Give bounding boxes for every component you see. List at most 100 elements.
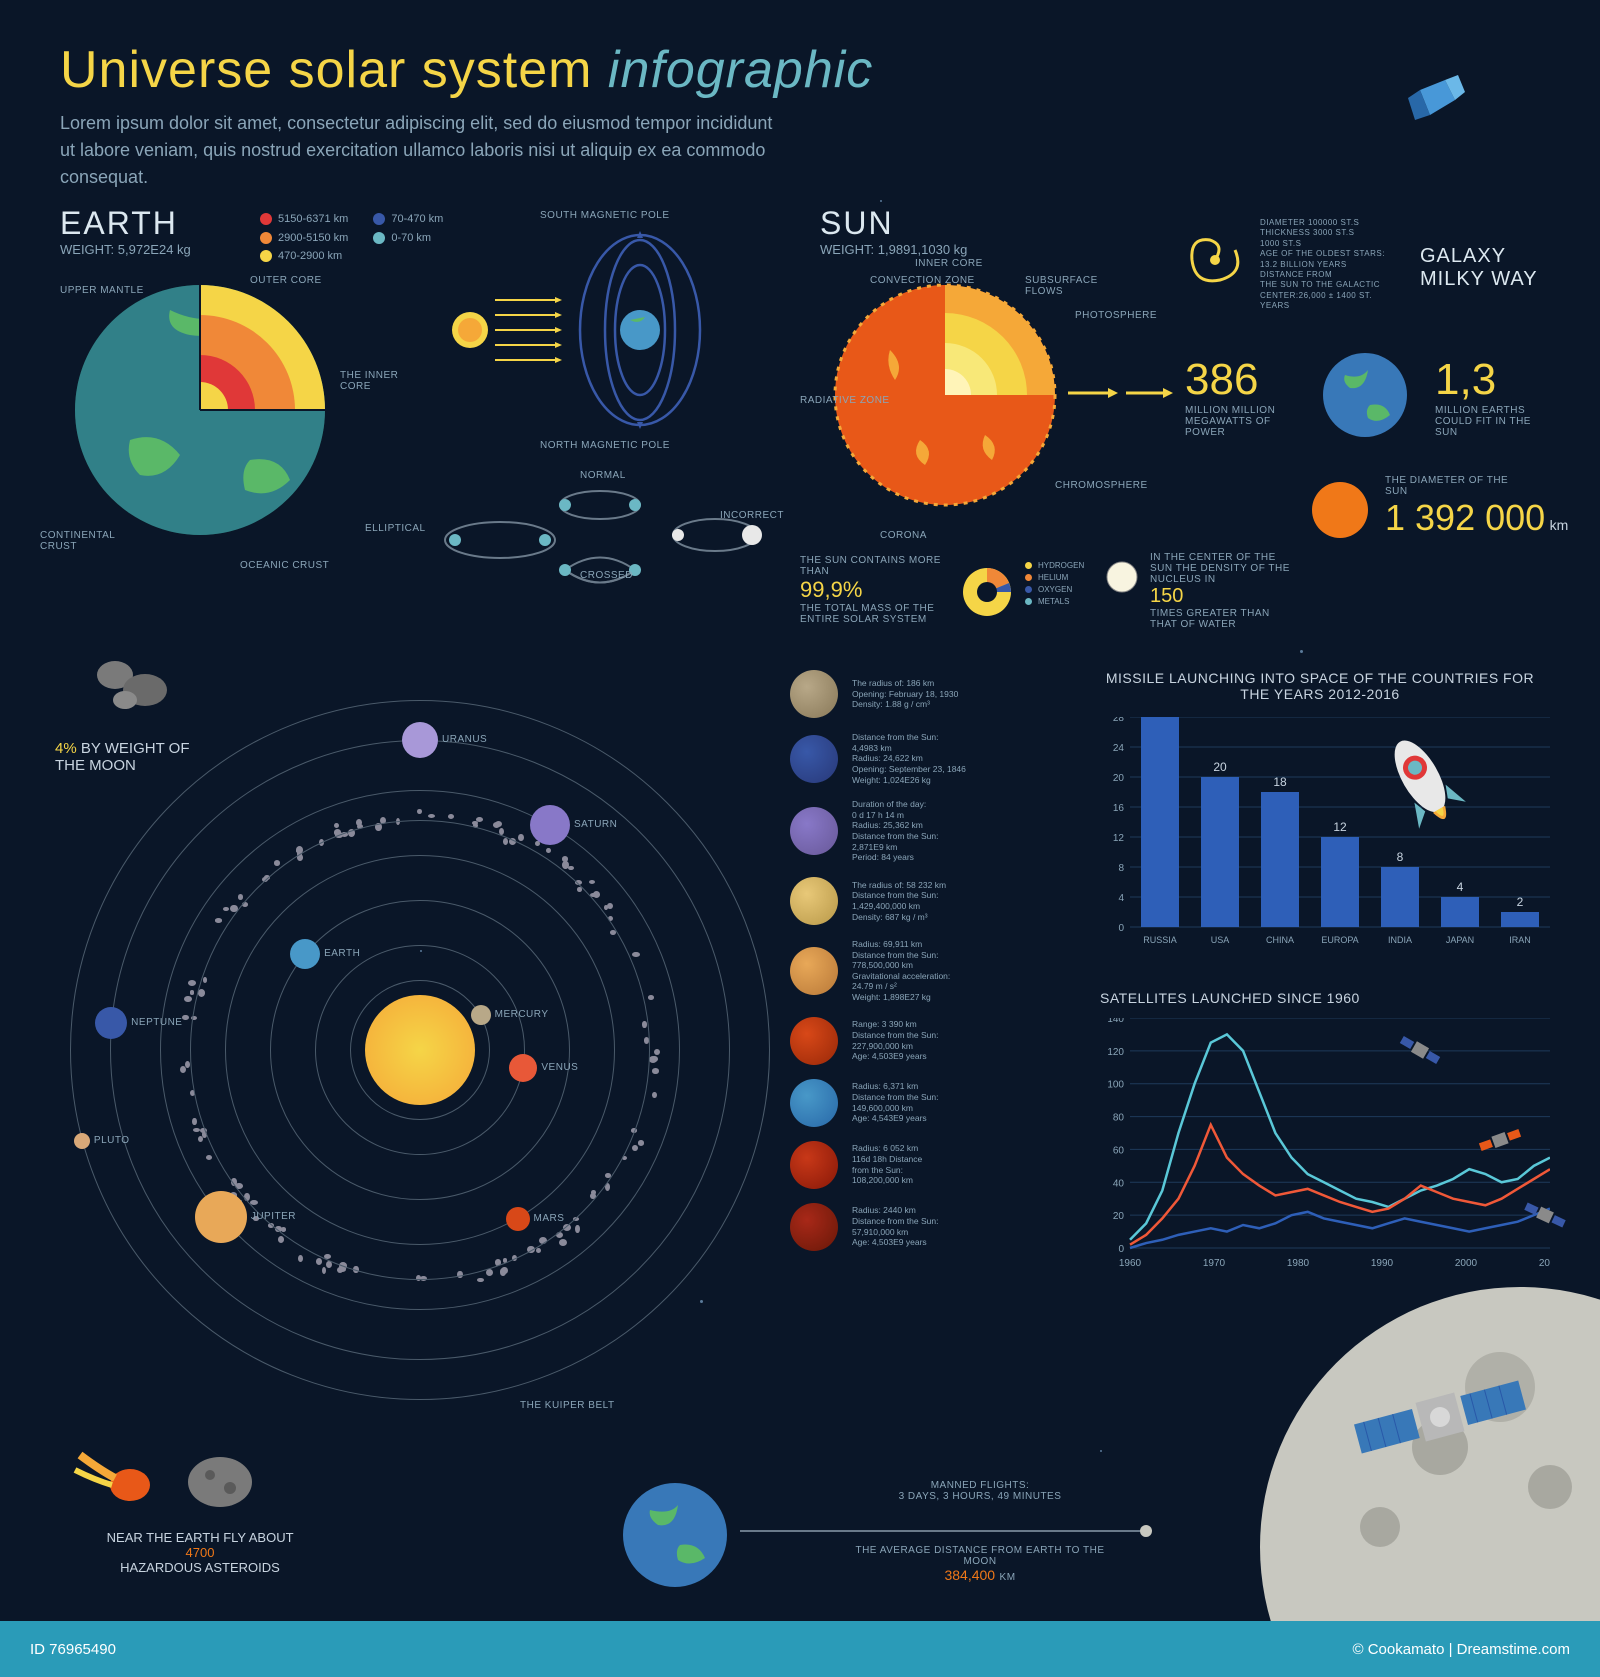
- svg-text:RUSSIA: RUSSIA: [1143, 935, 1177, 945]
- sun-chromosphere: CHROMOSPHERE: [1055, 480, 1148, 491]
- sun-photosphere: PHOTOSPHERE: [1075, 310, 1157, 321]
- galaxy-icon: [1180, 225, 1250, 295]
- earth-weight: WEIGHT: 5,972E24 kg: [60, 242, 191, 257]
- sun-weight: WEIGHT: 1,9891,1030 kg: [820, 242, 967, 257]
- earth-layer-inner-core: THE INNER CORE: [340, 370, 420, 392]
- earth-layer-upper-mantle: UPPER MANTLE: [60, 285, 144, 296]
- sun-power-val: 386: [1185, 355, 1295, 405]
- svg-text:1970: 1970: [1203, 1258, 1226, 1269]
- svg-text:18: 18: [1273, 775, 1287, 789]
- earth-cutaway-diagram: [70, 280, 330, 540]
- sun-diameter-unit: km: [1550, 517, 1569, 533]
- sun-density-val: 150: [1150, 585, 1183, 607]
- sun-convection: CONVECTION ZONE: [870, 275, 975, 286]
- sun-label: SUN: [820, 205, 967, 242]
- satellite-small-icon: [1395, 1030, 1445, 1070]
- footer-bar: ID 76965490 © Cookamato | Dreamstime.com: [0, 1621, 1600, 1677]
- asteroids-text1: NEAR THE EARTH FLY ABOUT: [107, 1530, 294, 1545]
- asteroids-val: 4700: [186, 1545, 215, 1560]
- svg-text:8: 8: [1118, 863, 1124, 874]
- north-pole-label: NORTH MAGNETIC POLE: [540, 440, 670, 451]
- sun-composition-pie: [960, 565, 1015, 620]
- earth-moon-dist-label: THE AVERAGE DISTANCE FROM EARTH TO THE M…: [840, 1545, 1120, 1567]
- sun-density-text2: TIMES GREATER THAN THAT OF WATER: [1150, 608, 1300, 630]
- rocket-icon: [1360, 720, 1490, 850]
- earth-small-icon: [620, 1480, 730, 1590]
- svg-text:60: 60: [1113, 1145, 1125, 1156]
- planet-info-list: The radius of: 186 km Opening: February …: [790, 670, 1040, 1265]
- svg-text:120: 120: [1107, 1047, 1124, 1058]
- svg-text:4: 4: [1118, 893, 1124, 904]
- earth-icon: [1320, 350, 1410, 440]
- svg-text:28: 28: [1113, 717, 1125, 724]
- earth-depth-legend: 5150-6371 km2900-5150 km470-2900 km70-47…: [260, 210, 443, 266]
- svg-text:20: 20: [1113, 1211, 1125, 1222]
- south-pole-label: SOUTH MAGNETIC POLE: [540, 210, 670, 221]
- earth-moon-dist-val: 384,400: [944, 1567, 995, 1583]
- sun-radiative: RADIATIVE ZONE: [800, 395, 890, 406]
- svg-text:16: 16: [1113, 803, 1125, 814]
- svg-text:0: 0: [1118, 923, 1124, 934]
- sun-earths-text: MILLION EARTHS COULD FIT IN THE SUN: [1435, 405, 1545, 438]
- title-part2: infographic: [608, 41, 873, 99]
- footer-credit: © Cookamato | Dreamstime.com: [1352, 1641, 1570, 1658]
- galaxy-label: GALAXY MILKY WAY: [1420, 245, 1540, 291]
- sun-composition-legend: HYDROGENHELIUMOXYGENMETALS: [1025, 560, 1084, 608]
- svg-text:12: 12: [1333, 820, 1347, 834]
- svg-text:20: 20: [1213, 760, 1227, 774]
- footer-id: ID 76965490: [30, 1641, 116, 1658]
- satellite-small-icon-3: [1520, 1195, 1570, 1235]
- svg-text:4: 4: [1457, 880, 1464, 894]
- line-chart-title: SATELLITES LAUNCHED SINCE 1960: [1100, 990, 1540, 1006]
- comet-icon: [70, 1440, 160, 1510]
- svg-text:20: 20: [1113, 773, 1125, 784]
- orbit-types-diagram: NORMAL ELLIPTICAL CROSSED INCORRECT: [430, 475, 770, 590]
- earth-layer-continental: CONTINENTAL CRUST: [40, 530, 130, 552]
- svg-text:40: 40: [1113, 1178, 1125, 1189]
- manned-flights: MANNED FLIGHTS: 3 DAYS, 3 HOURS, 49 MINU…: [870, 1480, 1090, 1502]
- svg-text:JAPAN: JAPAN: [1446, 935, 1474, 945]
- sun-diameter-val: 1 392 000: [1385, 497, 1545, 538]
- svg-text:EUROPA: EUROPA: [1321, 935, 1358, 945]
- sun-diameter-label: THE DIAMETER OF THE SUN: [1385, 475, 1525, 497]
- earth-layer-outer-core: OUTER CORE: [250, 275, 322, 286]
- galaxy-facts: DIAMETER 100000 ST.S THICKNESS 3000 ST.S…: [1260, 218, 1390, 312]
- sun-earths-val: 1,3: [1435, 355, 1545, 405]
- sun-small-icon: [1310, 480, 1370, 540]
- asteroid-icon: [180, 1450, 260, 1515]
- kuiper-label: THE KUIPER BELT: [520, 1400, 615, 1411]
- svg-text:2: 2: [1517, 895, 1524, 909]
- sun-mass-pct: 99,9%: [800, 577, 950, 603]
- sun-mass-text1: THE SUN CONTAINS MORE THAN: [800, 555, 950, 577]
- asteroids-text2: HAZARDOUS ASTEROIDS: [120, 1560, 280, 1575]
- earth-layer-oceanic: OCEANIC CRUST: [240, 560, 329, 571]
- sun-density-text1: IN THE CENTER OF THE SUN THE DENSITY OF …: [1150, 552, 1300, 585]
- svg-text:USA: USA: [1211, 935, 1230, 945]
- svg-text:80: 80: [1113, 1113, 1125, 1124]
- svg-text:0: 0: [1118, 1244, 1124, 1255]
- svg-text:CHINA: CHINA: [1266, 935, 1294, 945]
- earth-moon-dist-unit: KM: [1000, 1572, 1016, 1583]
- svg-text:1960: 1960: [1119, 1258, 1142, 1269]
- svg-text:100: 100: [1107, 1080, 1124, 1091]
- magnetic-field-diagram: [440, 225, 740, 435]
- sun-mass-text2: THE TOTAL MASS OF THE ENTIRE SOLAR SYSTE…: [800, 603, 950, 625]
- svg-text:8: 8: [1397, 850, 1404, 864]
- space-station-icon: [1340, 1337, 1540, 1497]
- sun-power-text: MILLION MILLION MEGAWATTS OF POWER: [1185, 405, 1295, 438]
- sun-corona: CORONA: [880, 530, 927, 541]
- satellite-icon: [1390, 70, 1480, 140]
- page-subtitle: Lorem ipsum dolor sit amet, consectetur …: [60, 110, 780, 191]
- satellites-line-chart: 0204060801001201401960197019801990200020…: [1100, 1018, 1540, 1288]
- svg-text:24: 24: [1113, 743, 1125, 754]
- earth-label: EARTH: [60, 205, 191, 242]
- bar-chart-title: MISSILE LAUNCHING INTO SPACE OF THE COUN…: [1100, 670, 1540, 702]
- sun-subsurface: SUBSURFACE FLOWS: [1025, 275, 1105, 297]
- solar-system-orbit-map: MERCURYVENUSEARTHMARSJUPITERSATURNURANUS…: [50, 680, 790, 1420]
- satellite-small-icon-2: [1475, 1120, 1525, 1160]
- title-part1: Universe solar system: [60, 41, 592, 99]
- svg-text:INDIA: INDIA: [1388, 935, 1412, 945]
- svg-text:140: 140: [1107, 1018, 1124, 1025]
- page-title: Universe solar system infographic: [60, 40, 873, 100]
- svg-text:12: 12: [1113, 833, 1125, 844]
